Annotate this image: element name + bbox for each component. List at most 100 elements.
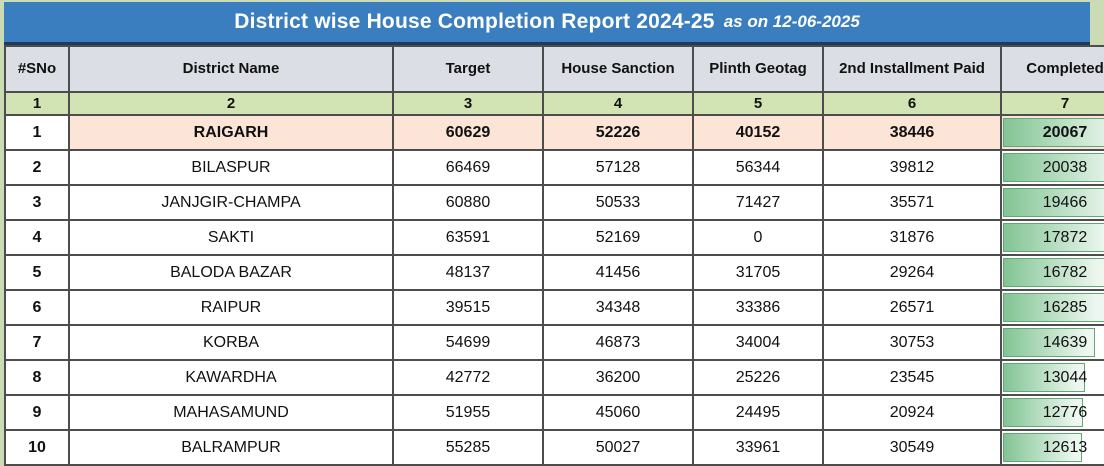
completed-databar xyxy=(1003,328,1095,357)
completed-value: 19466 xyxy=(1042,193,1088,211)
column-index-plinth: 5 xyxy=(692,91,824,116)
cell-sno: 5 xyxy=(4,254,70,291)
cell-sanction: 46873 xyxy=(542,324,694,361)
cell-target: 39515 xyxy=(392,289,544,326)
cell-completed: 14639 xyxy=(1000,324,1104,361)
cell-sanction: 52226 xyxy=(542,114,694,151)
cell-sno: 10 xyxy=(4,429,70,466)
column-index-target: 3 xyxy=(392,91,544,116)
cell-sno: 2 xyxy=(4,149,70,186)
cell-target: 66469 xyxy=(392,149,544,186)
cell-sno: 8 xyxy=(4,359,70,396)
cell-district: SAKTI xyxy=(68,219,394,256)
cell-installment: 26571 xyxy=(822,289,1002,326)
table-row-mahasamund: 9 MAHASAMUND 51955 45060 24495 20924 12776 xyxy=(4,394,1104,431)
column-index-completed: 7 xyxy=(1000,91,1104,116)
cell-sno: 6 xyxy=(4,289,70,326)
cell-target: 55285 xyxy=(392,429,544,466)
cell-target: 51955 xyxy=(392,394,544,431)
cell-completed: 13044 xyxy=(1000,359,1104,396)
cell-installment: 30549 xyxy=(822,429,1002,466)
cell-completed: 16782 xyxy=(1000,254,1104,291)
completed-value: 20038 xyxy=(1042,158,1088,176)
cell-plinth: 40152 xyxy=(692,114,824,151)
cell-sanction: 36200 xyxy=(542,359,694,396)
completed-databar xyxy=(1003,188,1104,217)
cell-installment: 23545 xyxy=(822,359,1002,396)
completed-value: 14639 xyxy=(1042,333,1088,351)
cell-sno: 9 xyxy=(4,394,70,431)
cell-completed: 19466 xyxy=(1000,184,1104,221)
cell-completed: 20067 xyxy=(1000,114,1104,151)
column-header-completed: Completed xyxy=(1000,45,1104,93)
cell-sno: 1 xyxy=(4,114,70,151)
cell-installment: 39812 xyxy=(822,149,1002,186)
table-body: 1 RAIGARH 60629 52226 40152 38446 20067 2 BILASP… xyxy=(4,114,1104,466)
cell-district: RAIPUR xyxy=(68,289,394,326)
table-row-janjgir-champa: 3 JANJGIR-CHAMPA 60880 50533 71427 35571 19466 xyxy=(4,184,1104,221)
cell-completed: 16285 xyxy=(1000,289,1104,326)
column-header-plinth: Plinth Geotag xyxy=(692,45,824,93)
cell-district: RAIGARH xyxy=(68,114,394,151)
table-row-raigarh: 1 RAIGARH 60629 52226 40152 38446 20067 xyxy=(4,114,1104,151)
completed-databar xyxy=(1003,153,1104,182)
cell-district: BILASPUR xyxy=(68,149,394,186)
cell-target: 60880 xyxy=(392,184,544,221)
cell-installment: 31876 xyxy=(822,219,1002,256)
cell-completed: 12776 xyxy=(1000,394,1104,431)
table-row-sakti: 4 SAKTI 63591 52169 0 31876 17872 xyxy=(4,219,1104,256)
completed-value: 17872 xyxy=(1042,228,1088,246)
table-row-kawardha: 8 KAWARDHA 42772 36200 25226 23545 13044 xyxy=(4,359,1104,396)
title-bar: District wise House Completion Report 20… xyxy=(4,2,1090,45)
column-index-sno: 1 xyxy=(4,91,70,116)
cell-plinth: 31705 xyxy=(692,254,824,291)
completed-databar xyxy=(1003,118,1104,147)
cell-sanction: 50027 xyxy=(542,429,694,466)
column-index-sanction: 4 xyxy=(542,91,694,116)
table-row-bilaspur: 2 BILASPUR 66469 57128 56344 39812 20038 xyxy=(4,149,1104,186)
table-head: #SNo District Name Target House Sanction Pli… xyxy=(4,45,1104,116)
column-index-installment: 6 xyxy=(822,91,1002,116)
column-header-installment: 2nd Installment Paid xyxy=(822,45,1002,93)
title-date: as on 12-06-2025 xyxy=(723,12,860,31)
cell-plinth: 0 xyxy=(692,219,824,256)
cell-installment: 35571 xyxy=(822,184,1002,221)
column-header-district: District Name xyxy=(68,45,394,93)
table-row-balrampur: 10 BALRAMPUR 55285 50027 33961 30549 12613 xyxy=(4,429,1104,466)
cell-plinth: 33961 xyxy=(692,429,824,466)
cell-installment: 30753 xyxy=(822,324,1002,361)
completed-databar xyxy=(1003,398,1084,427)
completed-value: 16782 xyxy=(1042,263,1088,281)
cell-sno: 4 xyxy=(4,219,70,256)
completed-value: 12776 xyxy=(1042,403,1088,421)
completed-databar xyxy=(1003,258,1104,287)
cell-sanction: 41456 xyxy=(542,254,694,291)
cell-sno: 3 xyxy=(4,184,70,221)
cell-plinth: 33386 xyxy=(692,289,824,326)
cell-sanction: 52169 xyxy=(542,219,694,256)
cell-installment: 38446 xyxy=(822,114,1002,151)
cell-district: MAHASAMUND xyxy=(68,394,394,431)
cell-completed: 12613 xyxy=(1000,429,1104,466)
cell-sno: 7 xyxy=(4,324,70,361)
cell-target: 54699 xyxy=(392,324,544,361)
report-container: District wise House Completion Report 20… xyxy=(4,2,1104,466)
cell-district: KAWARDHA xyxy=(68,359,394,396)
cell-sanction: 45060 xyxy=(542,394,694,431)
table-row-korba: 7 KORBA 54699 46873 34004 30753 14639 xyxy=(4,324,1104,361)
cell-district: KORBA xyxy=(68,324,394,361)
column-header-sno: #SNo xyxy=(4,45,70,93)
cell-target: 48137 xyxy=(392,254,544,291)
cell-sanction: 34348 xyxy=(542,289,694,326)
completed-value: 16285 xyxy=(1042,298,1088,316)
column-header-row: #SNo District Name Target House Sanction Pli… xyxy=(4,45,1104,93)
cell-target: 60629 xyxy=(392,114,544,151)
cell-plinth: 71427 xyxy=(692,184,824,221)
cell-plinth: 25226 xyxy=(692,359,824,396)
cell-installment: 20924 xyxy=(822,394,1002,431)
cell-target: 63591 xyxy=(392,219,544,256)
cell-district: JANJGIR-CHAMPA xyxy=(68,184,394,221)
completed-value: 12613 xyxy=(1042,438,1088,456)
